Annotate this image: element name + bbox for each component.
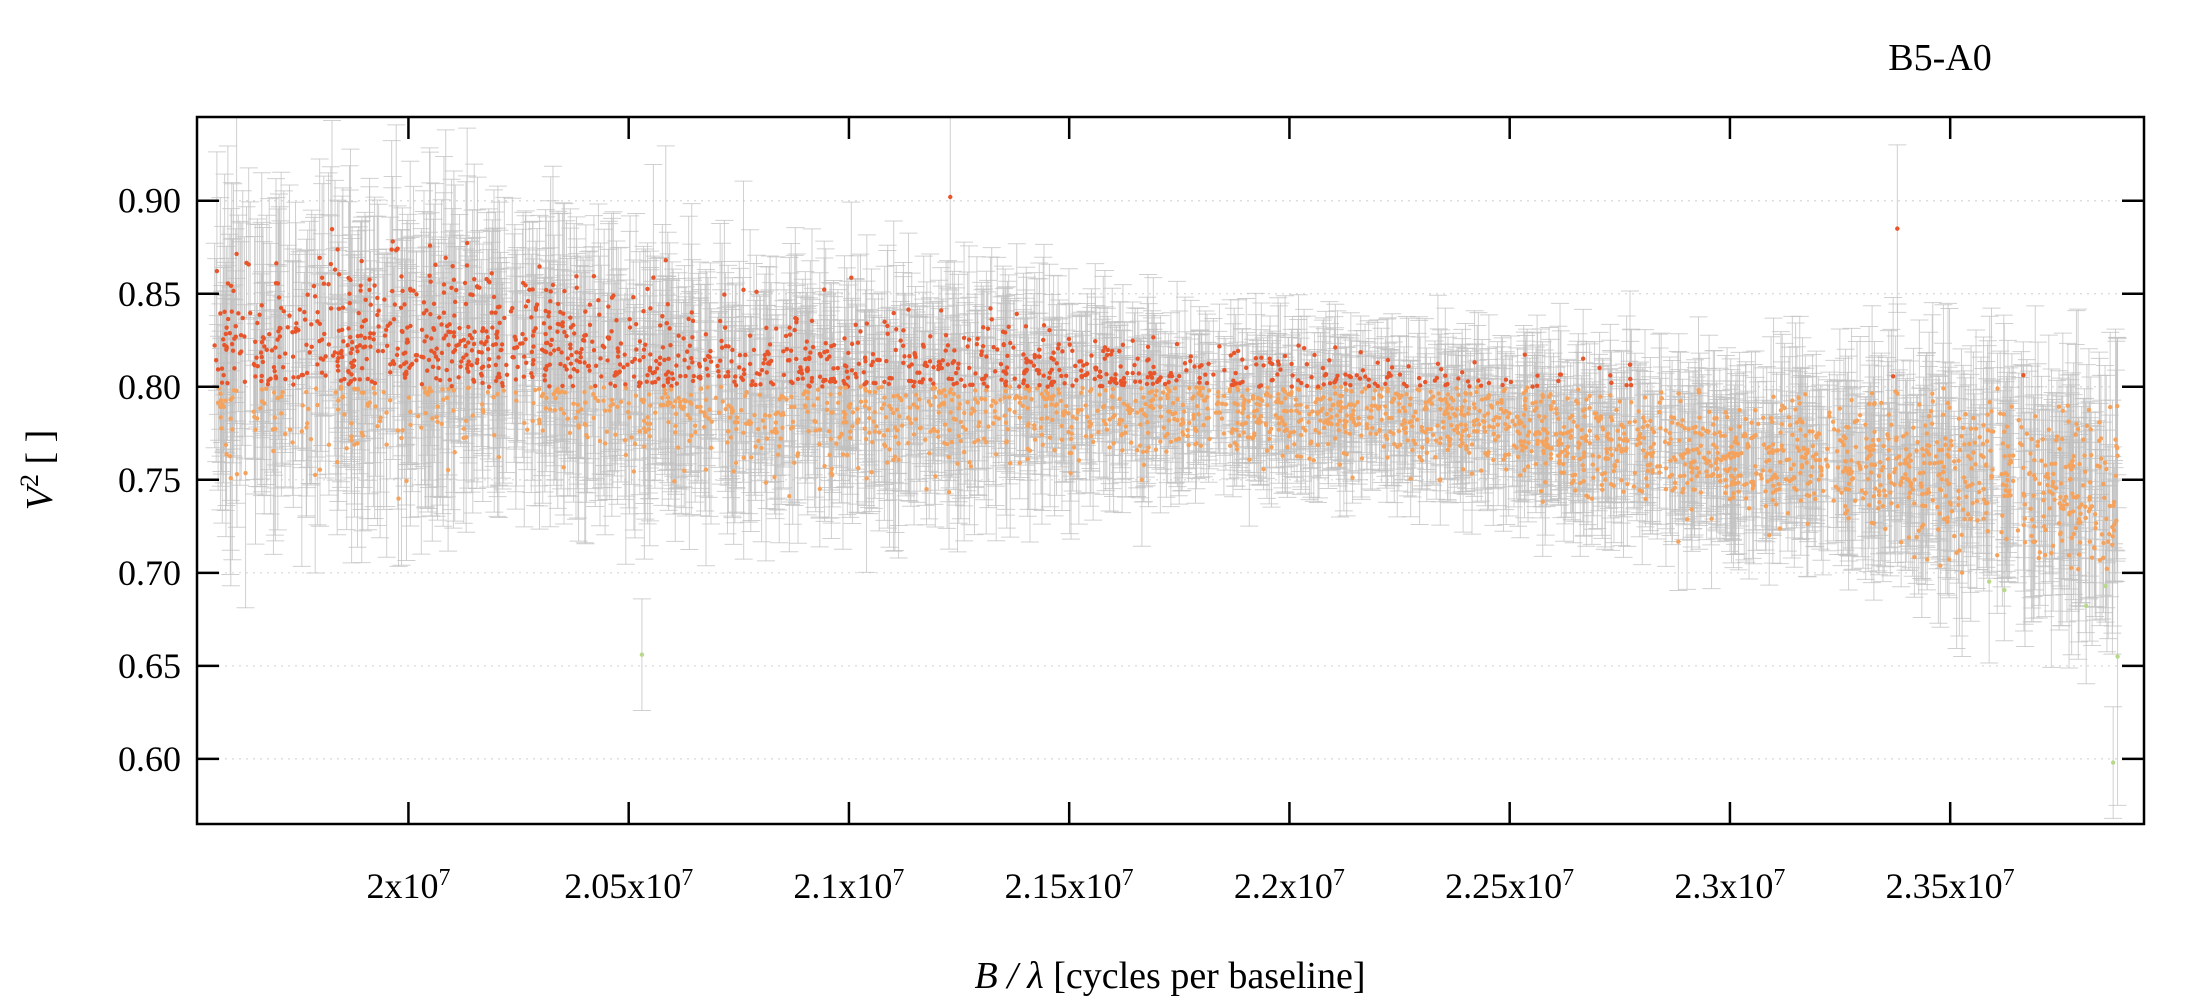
chart-title: B5-A0 bbox=[1888, 37, 1991, 79]
error-bars bbox=[205, 117, 2127, 819]
